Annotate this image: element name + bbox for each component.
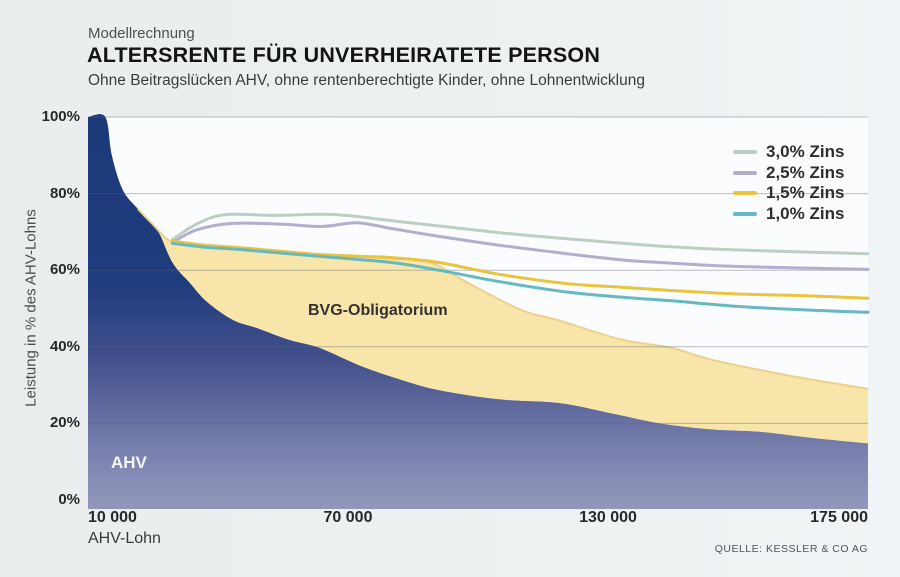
series-line-1-5------: [170, 239, 870, 300]
y-tick-20: 20%: [49, 414, 80, 432]
x-axis-bar: [88, 500, 868, 509]
legend-dash-2-5-icon: [733, 170, 757, 175]
bvg-area-label: BVG-Obligatorium: [308, 302, 448, 319]
legend-label: 3,0% Zins: [766, 142, 845, 162]
x-tick-175000: 175 000: [810, 509, 868, 526]
y-tick-60: 60%: [49, 261, 80, 279]
legend-item-2-5: 2,5% Zins: [733, 163, 844, 184]
legend-label: 1,5% Zins: [766, 183, 845, 203]
legend-item-1-0: 1,0% Zins: [733, 204, 844, 225]
series-line-1-0------: [170, 241, 870, 314]
legend-dash-1-5-icon: [733, 191, 757, 196]
kicker: Modellrechnung: [88, 25, 195, 42]
source-credit: QUELLE: KESSLER & CO AG: [714, 543, 868, 555]
page-title: ALTERSRENTE FÜR UNVERHEIRATETE PERSON: [87, 43, 601, 67]
y-tick-100: 100%: [41, 108, 80, 125]
legend-label: 1,0% Zins: [766, 203, 845, 223]
x-axis-title: AHV-Lohn: [88, 530, 161, 547]
series-line-3-0------: [170, 212, 870, 256]
legend-dash-3-0-icon: [733, 150, 757, 155]
legend-item-3-0: 3,0% Zins: [733, 142, 844, 163]
y-tick-80: 80%: [49, 184, 80, 202]
x-tick-70000: 70 000: [323, 509, 373, 526]
legend-item-1-5: 1,5% Zins: [733, 183, 844, 204]
subtitle: Ohne Beitragslücken AHV, ohne rentenbere…: [88, 72, 645, 89]
x-tick-130000: 130 000: [579, 509, 637, 526]
legend-dash-1-0-icon: [733, 211, 757, 216]
bvg-area: [137, 208, 869, 444]
y-tick-0: 0%: [58, 491, 80, 508]
series-line-2-5------: [170, 221, 870, 271]
y-tick-40: 40%: [49, 337, 80, 355]
ahv-area-label: AHV: [111, 453, 147, 472]
legend: 3,0% Zins 2,5% Zins 1,5% Zins 1,0% Zins: [733, 142, 844, 224]
x-tick-10000: 10 000: [88, 509, 137, 526]
legend-label: 2,5% Zins: [766, 162, 845, 182]
y-axis-title: Leistung in % des AHV-Lohns: [22, 209, 40, 407]
ahv-area: [88, 114, 868, 510]
